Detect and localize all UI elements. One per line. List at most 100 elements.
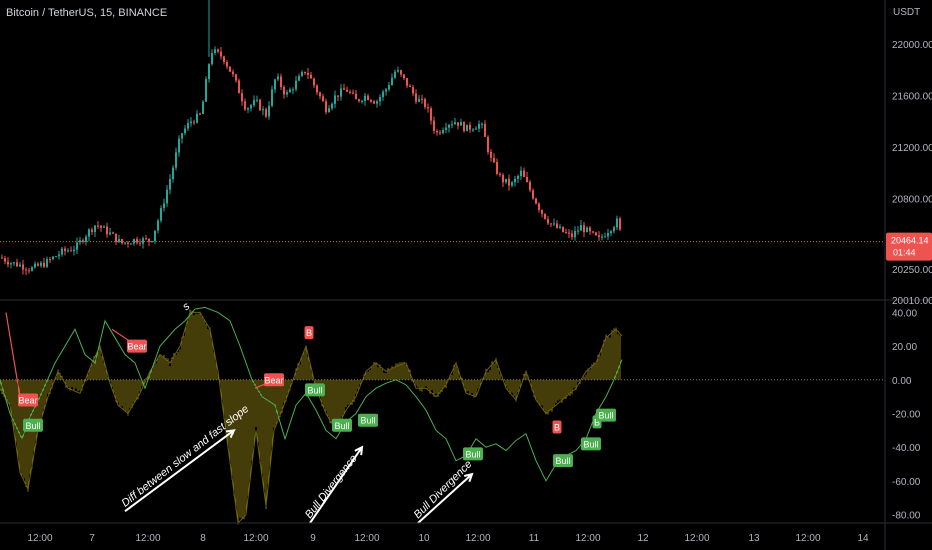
time-tick-label: 12:00 (27, 533, 52, 544)
candle-body (214, 49, 216, 54)
candle-body (73, 249, 75, 252)
candle-body (127, 242, 129, 244)
candle-body (175, 152, 177, 168)
candle-body (562, 226, 564, 232)
bear-signal-label: Bear (127, 342, 146, 352)
candle-body (256, 99, 258, 101)
bear-signal-label: B (306, 328, 312, 338)
candle-body (376, 101, 378, 104)
candle-body (31, 267, 33, 271)
bear-signal-badge (552, 420, 562, 434)
candle-body (223, 56, 225, 63)
candle-body (445, 127, 447, 131)
candle-body (178, 138, 180, 153)
candle-body (70, 250, 72, 252)
bear-signal-label: Bear (18, 396, 37, 406)
candle-body (76, 242, 78, 250)
candle-body (310, 74, 312, 79)
candle-body (100, 225, 102, 228)
candle-body (4, 258, 6, 262)
candle-body (556, 223, 558, 228)
candle-body (10, 263, 12, 265)
candle-body (34, 263, 36, 268)
candle-body (598, 235, 600, 237)
candle-body (529, 182, 531, 191)
candle-body (208, 64, 210, 80)
candle-body (328, 108, 330, 113)
candle-body (508, 178, 510, 186)
candle-body (133, 239, 135, 244)
candle-body (574, 230, 576, 238)
candle-body (241, 93, 243, 102)
candle-body (142, 238, 144, 244)
candle-body (268, 105, 270, 117)
annotation-arrow (124, 429, 235, 513)
candle-body (544, 213, 546, 219)
candle-body (316, 85, 318, 93)
candle-body (457, 122, 459, 126)
candle-body (361, 100, 363, 102)
candle-body (235, 74, 237, 81)
candle-body (346, 89, 348, 92)
candle-body (454, 122, 456, 125)
candle-body (337, 95, 339, 97)
indicator-tick-label: 20.00 (892, 342, 917, 353)
candle-body (130, 243, 132, 245)
candle-body (319, 92, 321, 97)
candle-body (451, 124, 453, 126)
time-tick-label: 9 (310, 533, 316, 544)
candle-body (220, 51, 222, 57)
candle-body (514, 178, 516, 183)
candle-body (442, 130, 444, 134)
indicator-pane[interactable]: Diff between slow and fast slope Bull Div… (0, 300, 885, 525)
candle-body (517, 176, 519, 179)
candle-body (313, 78, 315, 86)
candle-body (394, 71, 396, 78)
time-tick-label: 12:00 (243, 533, 268, 544)
candle-body (610, 231, 612, 234)
candle-body (619, 218, 621, 230)
candle-body (103, 226, 105, 228)
time-tick-label: 12 (637, 533, 649, 544)
candle-body (370, 99, 372, 102)
candle-body (448, 124, 450, 128)
bull-signal-label: Bull (465, 449, 480, 459)
candle-body (604, 236, 606, 238)
time-tick-label: 13 (748, 533, 760, 544)
candle-body (412, 87, 414, 94)
candle-body (532, 190, 534, 199)
candle-body (475, 128, 477, 130)
candle-body (349, 91, 351, 93)
candle-body (607, 233, 609, 237)
bull-signal-badge (581, 437, 601, 451)
candle-body (187, 123, 189, 129)
bull-signal-label: Bull (555, 456, 570, 466)
bull-signal-badge (596, 408, 616, 422)
candle-body (325, 101, 327, 113)
candle-body (196, 113, 198, 123)
price-pane[interactable] (0, 0, 885, 276)
annotation-label: Diff between slow and fast slope (119, 403, 251, 510)
candle-body (406, 78, 408, 86)
candle-body (487, 136, 489, 152)
candle-body (115, 233, 117, 243)
histogram-outline (0, 311, 623, 525)
candle-body (304, 71, 306, 74)
signal-line (0, 306, 623, 482)
candle-body (385, 89, 387, 92)
candle-body (391, 77, 393, 86)
annotation-label: s (180, 300, 192, 313)
candle-body (343, 88, 345, 90)
candle-body (583, 225, 585, 233)
bull-signal-label: Bull (583, 439, 598, 449)
candle-body (535, 198, 537, 204)
candle-body (154, 230, 156, 242)
candle-body (523, 170, 525, 178)
time-tick-label: 12:00 (684, 533, 709, 544)
candle-body (478, 123, 480, 129)
bull-signal-label: Bull (25, 421, 40, 431)
time-tick-label: 12:00 (795, 533, 820, 544)
bear-signal-badge (127, 339, 147, 353)
candle-body (166, 189, 168, 204)
